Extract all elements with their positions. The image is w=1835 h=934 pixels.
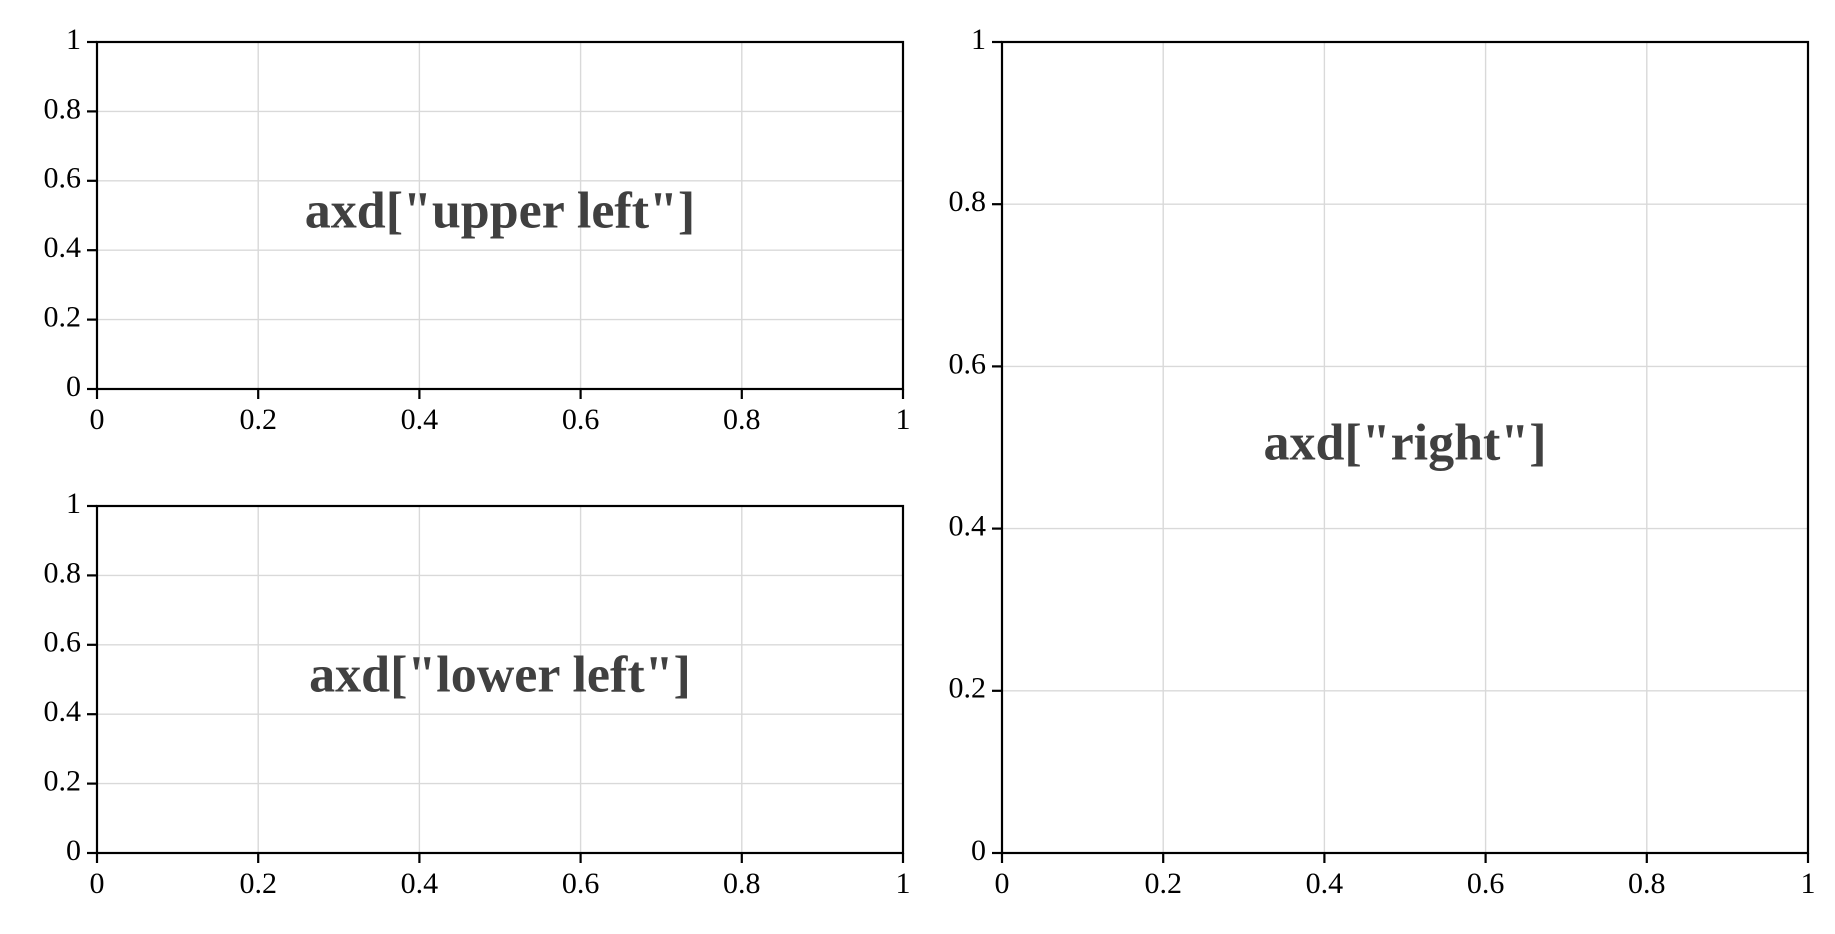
y-tick-label: 0.4	[44, 695, 82, 728]
y-tick-label: 0	[66, 834, 81, 867]
x-tick-label: 0.6	[562, 403, 600, 436]
panel-upper-left: 0 0.2 0.4 0.6 0.8 1 0 0.2 0.4 0.6 0.8 1 axd["upper …	[44, 23, 911, 436]
y-tick-label: 0.2	[44, 764, 82, 797]
y-tick-label: 0.2	[44, 300, 82, 333]
x-tick-label: 0.8	[1628, 867, 1666, 900]
y-tick-label: 0.6	[44, 162, 82, 195]
axes-frame-right	[1000, 40, 1810, 855]
panel-label-upper-left: axd["upper left"]	[305, 182, 695, 239]
x-tick-label: 0.4	[1306, 867, 1344, 900]
x-tick-label: 0.8	[723, 403, 761, 436]
x-tick-label: 0	[90, 403, 105, 436]
axes-frame-upper-left	[95, 40, 905, 391]
y-tick-label: 1	[66, 487, 81, 520]
x-tick-label: 0.2	[239, 867, 277, 900]
panel-label-lower-left: axd["lower left"]	[309, 646, 691, 703]
axes-frame-lower-left	[95, 504, 905, 855]
x-tick-label: 0.4	[401, 403, 439, 436]
y-tick-label: 0.6	[44, 626, 82, 659]
x-tick-label: 0.4	[401, 867, 439, 900]
x-tick-label: 0	[995, 867, 1010, 900]
y-tick-label: 0	[66, 370, 81, 403]
grid-lower-left	[97, 506, 903, 853]
x-tick-label: 1	[896, 403, 911, 436]
y-tick-label: 1	[66, 23, 81, 56]
y-tick-label: 0.8	[949, 185, 987, 218]
y-tick-label: 0.6	[949, 347, 987, 380]
ticks-upper-left: 0 0.2 0.4 0.6 0.8 1 0 0.2 0.4 0.6 0.8 1	[44, 23, 911, 436]
y-tick-label: 0	[971, 834, 986, 867]
x-tick-label: 0.2	[239, 403, 277, 436]
y-tick-label: 0.4	[44, 231, 82, 264]
y-tick-label: 1	[971, 23, 986, 56]
x-tick-label: 0.2	[1144, 867, 1182, 900]
x-tick-label: 1	[1801, 867, 1816, 900]
ticks-right: 0 0.2 0.4 0.6 0.8 1 0 0.2 0.4 0.6 0.8 1	[949, 23, 1816, 900]
panel-lower-left: 0 0.2 0.4 0.6 0.8 1 0 0.2 0.4 0.6 0.8 1 axd["lower …	[44, 487, 911, 900]
y-tick-label: 0.8	[44, 92, 82, 125]
x-tick-label: 1	[896, 867, 911, 900]
grid-right	[1002, 42, 1808, 853]
y-tick-label: 0.2	[949, 672, 987, 705]
y-tick-label: 0.4	[949, 509, 987, 542]
x-tick-label: 0.6	[1467, 867, 1505, 900]
y-tick-label: 0.8	[44, 556, 82, 589]
x-tick-label: 0.6	[562, 867, 600, 900]
grid-upper-left	[97, 42, 903, 389]
ticks-lower-left: 0 0.2 0.4 0.6 0.8 1 0 0.2 0.4 0.6 0.8 1	[44, 487, 911, 900]
panel-label-right: axd["right"]	[1263, 414, 1546, 471]
x-tick-label: 0.8	[723, 867, 761, 900]
x-tick-label: 0	[90, 867, 105, 900]
panel-right: 0 0.2 0.4 0.6 0.8 1 0 0.2 0.4 0.6 0.8 1 axd["right"…	[949, 23, 1816, 900]
